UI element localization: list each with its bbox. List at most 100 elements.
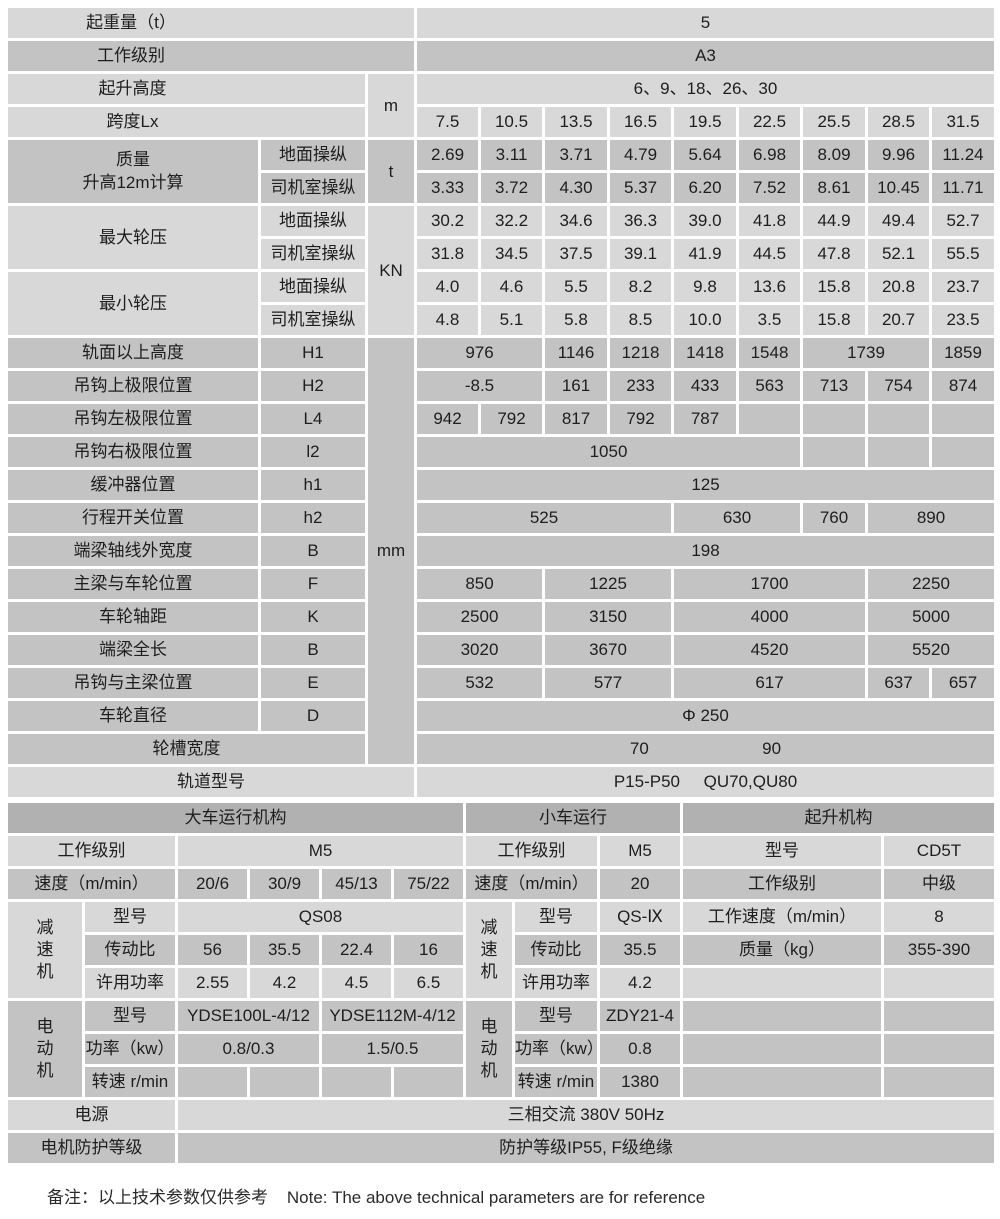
value-cell: 817 xyxy=(545,404,607,434)
value-cell: B xyxy=(261,635,365,665)
value-cell: 工作级别 xyxy=(8,836,175,866)
spec-table-lower-body: 大车运行机构 小车运行 起升机构 工作级别 M5 工作级别 M5 型号 CD5T 速度（m/min… xyxy=(8,803,994,1163)
row-label-groove-width: 轮槽宽度 xyxy=(8,734,365,764)
value-cell: 4000 xyxy=(674,602,865,632)
value-cell: 13.5 xyxy=(545,107,607,137)
value-cell: 754 xyxy=(868,371,929,401)
value-cell: 3670 xyxy=(545,635,671,665)
value-cell: 0.8 xyxy=(600,1034,680,1064)
value-cell: 28.5 xyxy=(868,107,929,137)
table-row: 司机室操纵 3.33 3.72 4.30 5.37 6.20 7.52 8.61 10.45 11… xyxy=(8,173,994,203)
value-cell: 11.71 xyxy=(932,173,994,203)
value-cell: 3.5 xyxy=(739,305,800,335)
value-cell: 34.6 xyxy=(545,206,607,236)
table-row: 轨道型号 P15-P50 QU70,QU80 xyxy=(8,767,994,797)
value-cell: P15-P50 QU70,QU80 xyxy=(417,767,994,797)
table-row: 轨面以上高度 H1 mm 976 1146 1218 1418 1548 1739 1859 xyxy=(8,338,994,764)
spec-table-upper-body: 起重量（t） 5 工作级别 A3 起升高度 m 6、9、18、26、30 跨度Lx 7.5 10.… xyxy=(8,8,994,797)
table-row: 吊钩与主梁位置 E 532 577 617 637 657 xyxy=(8,668,994,698)
value-cell: 8.2 xyxy=(610,272,671,302)
value-cell: 2.69 xyxy=(417,140,478,170)
value-cell: 31.8 xyxy=(417,239,478,269)
value-cell: 速度（m/min） xyxy=(8,869,175,899)
value-cell: 161 xyxy=(545,371,607,401)
value-cell: 三相交流 380V 50Hz xyxy=(178,1100,994,1130)
unit-mm: mm xyxy=(368,338,414,764)
empty-cell xyxy=(394,1067,463,1097)
value-cell: 1739 xyxy=(803,338,929,368)
value-cell: 1225 xyxy=(545,569,671,599)
value-cell: 防护等级IP55, F级绝缘 xyxy=(178,1133,994,1163)
value-cell: 工作速度（m/min） xyxy=(683,902,881,932)
value-cell: 10.0 xyxy=(674,305,736,335)
value-cell: B xyxy=(261,536,365,566)
value-cell: 5.1 xyxy=(481,305,542,335)
value-cell: 16 xyxy=(394,935,463,965)
value-cell: 433 xyxy=(674,371,736,401)
value-cell: H1 xyxy=(261,338,365,368)
value-cell: YDSE112M-4/12 xyxy=(322,1001,463,1031)
value-cell: QS08 xyxy=(178,902,463,932)
row-label-end-beam-length: 端梁全长 xyxy=(8,635,258,665)
table-row: 轮槽宽度 70 90 xyxy=(8,734,994,764)
value-cell: 工作级别 xyxy=(466,836,597,866)
value-cell: 5.37 xyxy=(610,173,671,203)
empty-cell xyxy=(683,968,881,998)
table-row: 电机防护等级 防护等级IP55, F级绝缘 xyxy=(8,1133,994,1163)
value-cell: 传动比 xyxy=(515,935,597,965)
value-cell: 6.5 xyxy=(394,968,463,998)
unit-kn: KN xyxy=(368,206,414,335)
empty-cell xyxy=(683,1034,881,1064)
value-cell: 4.2 xyxy=(600,968,680,998)
value-cell: 6.98 xyxy=(739,140,800,170)
row-label-wheel-base: 车轮轴距 xyxy=(8,602,258,632)
value-cell: 1146 xyxy=(545,338,607,368)
value-cell: 942 xyxy=(417,404,478,434)
value-cell: 2250 xyxy=(868,569,994,599)
value-cell: h1 xyxy=(261,470,365,500)
unit-t: t xyxy=(368,140,414,203)
value-cell: 5.64 xyxy=(674,140,736,170)
value-cell: 司机室操纵 xyxy=(261,173,365,203)
value-cell: 6.20 xyxy=(674,173,736,203)
value-cell: 3150 xyxy=(545,602,671,632)
row-label-l2: 吊钩右极限位置 xyxy=(8,437,258,467)
empty-cell xyxy=(884,1067,994,1097)
table-row: 电源 三相交流 380V 50Hz xyxy=(8,1100,994,1130)
row-label-h2: 吊钩上极限位置 xyxy=(8,371,258,401)
value-cell: 6、9、18、26、30 xyxy=(417,74,994,104)
value-cell: 4.30 xyxy=(545,173,607,203)
value-cell: 52.7 xyxy=(932,206,994,236)
value-cell: 47.8 xyxy=(803,239,865,269)
value-cell: 型号 xyxy=(515,1001,597,1031)
value-cell: 525 xyxy=(417,503,671,533)
value-cell: 563 xyxy=(739,371,800,401)
value-cell: 4.0 xyxy=(417,272,478,302)
empty-cell xyxy=(884,968,994,998)
value-cell: CD5T xyxy=(884,836,994,866)
value-cell: 速度（m/min） xyxy=(466,869,597,899)
value-cell: 39.1 xyxy=(610,239,671,269)
value-cell: 10.5 xyxy=(481,107,542,137)
value-cell: 4.79 xyxy=(610,140,671,170)
value-cell: 地面操纵 xyxy=(261,272,365,302)
value-cell: h2 xyxy=(261,503,365,533)
value-cell: 11.24 xyxy=(932,140,994,170)
row-label-min-wheel-load: 最小轮压 xyxy=(8,272,258,335)
section-header-crane-travel: 大车运行机构 xyxy=(8,803,463,833)
value-cell: 1050 xyxy=(417,437,800,467)
row-label-end-beam-width: 端梁轴线外宽度 xyxy=(8,536,258,566)
value-cell: 532 xyxy=(417,668,542,698)
value-cell: 30/9 xyxy=(250,869,319,899)
table-row: 转速 r/min 转速 r/min 1380 xyxy=(8,1067,994,1097)
value-cell: 8.09 xyxy=(803,140,865,170)
empty-cell xyxy=(803,404,865,434)
value-cell: 15.8 xyxy=(803,305,865,335)
value-cell: 7.5 xyxy=(417,107,478,137)
value-cell: 3.71 xyxy=(545,140,607,170)
value-cell: 13.6 xyxy=(739,272,800,302)
table-row: 车轮直径 D Φ 250 xyxy=(8,701,994,731)
value-cell: 4.2 xyxy=(250,968,319,998)
value-cell: -8.5 xyxy=(417,371,542,401)
value-cell: 司机室操纵 xyxy=(261,305,365,335)
